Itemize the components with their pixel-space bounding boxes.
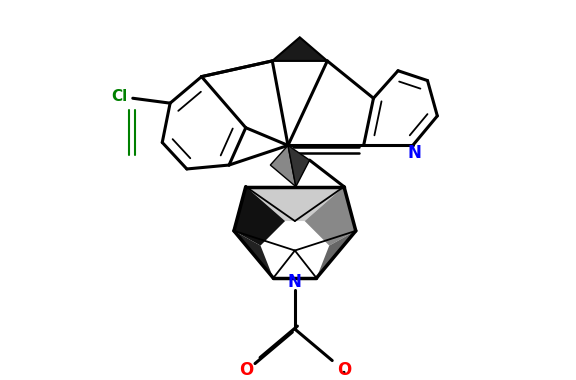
Polygon shape <box>246 187 344 221</box>
Polygon shape <box>270 146 296 187</box>
Polygon shape <box>234 231 273 278</box>
Text: O: O <box>337 361 351 379</box>
Polygon shape <box>305 187 356 245</box>
Text: O: O <box>238 361 253 379</box>
Polygon shape <box>288 146 310 187</box>
Text: N: N <box>408 144 422 162</box>
Polygon shape <box>272 37 327 61</box>
Text: N: N <box>288 273 302 291</box>
Polygon shape <box>316 231 356 278</box>
Polygon shape <box>234 187 285 245</box>
Text: Cl: Cl <box>111 89 127 104</box>
